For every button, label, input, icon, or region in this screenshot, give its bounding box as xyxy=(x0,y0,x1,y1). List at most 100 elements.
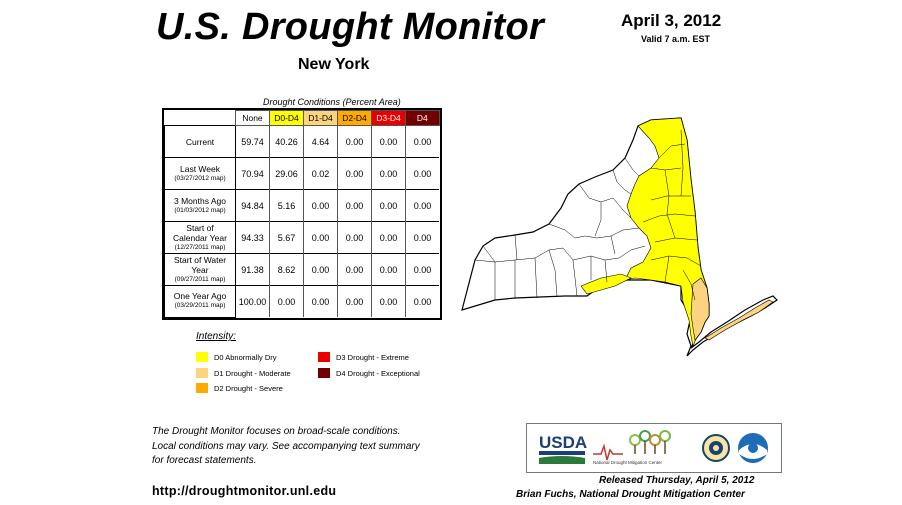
table-caption: Drought Conditions (Percent Area) xyxy=(263,97,401,107)
note-line-1: The Drought Monitor focuses on broad-sca… xyxy=(152,426,401,437)
row-label: 3 Months Ago (01/03/2012 map) xyxy=(164,189,236,222)
table-cell: 59.74 xyxy=(235,125,270,158)
table-cell: 100.00 xyxy=(235,285,270,317)
table-cell: 0.00 xyxy=(337,285,372,317)
table-cell: 0.00 xyxy=(337,253,372,286)
table-row: Current 59.74 40.26 4.64 0.00 0.00 0.00 xyxy=(164,125,439,158)
table-row: Last Week (03/27/2012 map) 70.94 29.06 0.02 0… xyxy=(164,157,439,190)
row-label-text: One Year Ago xyxy=(173,291,227,302)
website-link[interactable]: http://droughtmonitor.unl.edu xyxy=(152,484,337,498)
table-cell: 94.84 xyxy=(235,189,270,222)
table-cell: 0.00 xyxy=(303,221,338,254)
ndmc-logo: National Drought Mitigation Center xyxy=(593,430,671,465)
row-label: Last Week (03/27/2012 map) xyxy=(164,157,236,190)
table-header-row: None D0-D4 D1-D4 D2-D4 D3-D4 D4 xyxy=(164,110,440,126)
column-header: D0-D4 xyxy=(269,110,304,126)
table-cell: 0.02 xyxy=(303,157,338,190)
table-cell: 70.94 xyxy=(235,157,270,190)
table-cell: 8.62 xyxy=(269,253,304,286)
doc-seal-icon xyxy=(702,434,730,462)
table-cell: 0.00 xyxy=(269,285,304,317)
usda-text: USDA xyxy=(539,433,587,452)
note-line-2: Local conditions may vary. See accompany… xyxy=(152,440,420,452)
ndmc-text: National Drought Mitigation Center xyxy=(593,460,663,465)
legend-label: D4 Drought - Exceptional xyxy=(336,369,420,378)
table-cell: 0.00 xyxy=(371,125,406,158)
note-line-3: for forecast statements. xyxy=(152,455,257,466)
state-map xyxy=(455,110,790,370)
table-cell: 0.00 xyxy=(303,285,338,317)
table-cell: 0.00 xyxy=(337,125,372,158)
row-label-text: Last Week xyxy=(179,163,220,174)
table-row: Start of Water Year (09/27/2011 map) 91.38… xyxy=(164,253,439,286)
row-label: One Year Ago (03/29/2011 map) xyxy=(164,285,236,318)
noaa-logo-icon xyxy=(738,433,768,463)
table-cell: 5.16 xyxy=(269,189,304,222)
disclaimer-note: The Drought Monitor focuses on broad-sca… xyxy=(152,425,420,469)
table-cell: 0.00 xyxy=(371,221,406,254)
table-cell: 0.00 xyxy=(405,157,439,190)
table-cell: 5.67 xyxy=(269,221,304,254)
drought-conditions-table: None D0-D4 D1-D4 D2-D4 D3-D4 D4 Current 59.74 4… xyxy=(162,108,442,320)
table-cell: 94.33 xyxy=(235,221,270,254)
column-header: None xyxy=(235,110,270,126)
row-label-text: Start of Water Year xyxy=(173,254,227,275)
legend-title: Intensity: xyxy=(196,331,237,342)
row-label: Current xyxy=(164,125,236,158)
table-row: Start of Calendar Year (12/27/2011 map) 94… xyxy=(164,221,439,254)
legend-label: D3 Drought - Extreme xyxy=(336,353,409,362)
row-label-subtext: (09/27/2011 map) xyxy=(174,275,226,283)
header-spacer xyxy=(164,110,236,126)
table-cell: 0.00 xyxy=(405,189,439,222)
county-lines xyxy=(474,129,702,301)
map-d0-area xyxy=(580,117,708,348)
table-row: One Year Ago (03/29/2011 map) 100.00 0.00 0.… xyxy=(164,285,439,318)
table-cell: 0.00 xyxy=(371,253,406,286)
legend-swatch xyxy=(318,368,330,378)
release-date: Released Thursday, April 5, 2012 xyxy=(599,475,755,486)
table-row: 3 Months Ago (01/03/2012 map) 94.84 5.16 0.0… xyxy=(164,189,439,222)
column-header: D2-D4 xyxy=(337,110,372,126)
legend-label: D2 Drought - Severe xyxy=(214,384,283,393)
partner-logos: USDA National Drought Mitigation Center xyxy=(526,423,782,473)
row-label-text: 3 Months Ago xyxy=(174,195,226,206)
row-label-subtext: (03/29/2011 map) xyxy=(174,302,226,310)
legend-swatch xyxy=(196,352,208,362)
table-cell: 0.00 xyxy=(371,285,406,317)
table-cell: 0.00 xyxy=(405,125,439,158)
table-cell: 91.38 xyxy=(235,253,270,286)
table-cell: 0.00 xyxy=(303,253,338,286)
author-credit: Brian Fuchs, National Drought Mitigation… xyxy=(516,489,745,500)
table-cell: 0.00 xyxy=(371,157,406,190)
legend-swatch xyxy=(318,352,330,362)
row-label-text: Start of Calendar Year xyxy=(173,222,227,243)
table-cell: 0.00 xyxy=(303,189,338,222)
column-header: D1-D4 xyxy=(303,110,338,126)
legend-label: D1 Drought - Moderate xyxy=(214,369,291,378)
map-date: April 3, 2012 xyxy=(621,11,722,30)
valid-time: Valid 7 a.m. EST xyxy=(641,34,711,44)
usda-logo: USDA xyxy=(539,433,587,464)
legend-label: D0 Abnormally Dry xyxy=(214,353,277,362)
table-cell: 0.00 xyxy=(405,285,439,317)
table-cell: 0.00 xyxy=(337,189,372,222)
map-d1-area xyxy=(690,277,774,341)
row-label-subtext: (12/27/2011 map) xyxy=(174,243,226,251)
map-none-area xyxy=(461,117,778,357)
table-cell: 40.26 xyxy=(269,125,304,158)
table-cell: 0.00 xyxy=(371,189,406,222)
row-label-subtext: (03/27/2012 map) xyxy=(174,174,226,182)
logos-graphic: USDA National Drought Mitigation Center xyxy=(539,430,768,465)
row-label: Start of Calendar Year (12/27/2011 map) xyxy=(164,221,236,254)
table-cell: 29.06 xyxy=(269,157,304,190)
column-header: D4 xyxy=(405,110,440,126)
new-york-drought-map xyxy=(461,117,778,357)
table-cell: 0.00 xyxy=(337,221,372,254)
table-cell: 0.00 xyxy=(405,221,439,254)
row-label-subtext: (01/03/2012 map) xyxy=(174,206,226,214)
row-label-text: Current xyxy=(185,136,215,147)
table-cell: 0.00 xyxy=(337,157,372,190)
state-name: New York xyxy=(298,56,370,73)
legend-swatch xyxy=(196,368,208,378)
legend-swatch xyxy=(196,383,208,393)
